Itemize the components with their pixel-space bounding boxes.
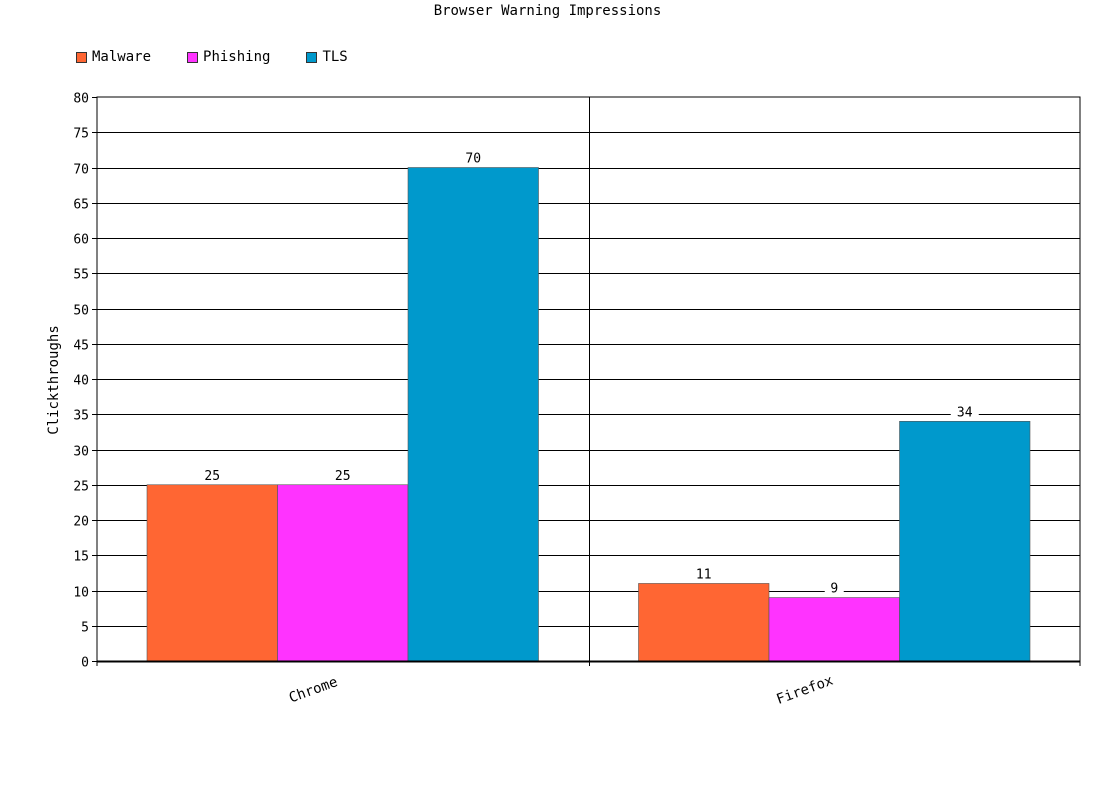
data-label-tls-chrome: 70 bbox=[465, 152, 481, 167]
y-tick-label: 45 bbox=[73, 339, 89, 354]
legend-item-malware: Malware bbox=[76, 49, 151, 65]
bar-tls-firefox bbox=[899, 420, 1031, 662]
y-tick-label: 5 bbox=[81, 621, 89, 636]
data-label-bg bbox=[950, 402, 979, 420]
y-tick-label: 25 bbox=[73, 480, 89, 495]
legend-swatch-tls bbox=[306, 51, 318, 63]
data-label-phishing-firefox: 9 bbox=[830, 582, 838, 597]
data-label-malware-chrome: 25 bbox=[204, 469, 220, 484]
data-label-bg bbox=[459, 148, 488, 166]
bar-phishing-firefox bbox=[768, 597, 900, 662]
legend-label-tls: TLS bbox=[322, 49, 348, 65]
legend-label-malware: Malware bbox=[92, 49, 152, 65]
bar-malware-chrome bbox=[146, 484, 278, 662]
x-tick-label-firefox: Firefox bbox=[774, 673, 835, 708]
data-label-bg bbox=[328, 465, 357, 483]
data-label-bg bbox=[689, 564, 718, 582]
y-tick-label: 20 bbox=[73, 515, 89, 530]
y-tick-label: 10 bbox=[73, 586, 89, 601]
legend-label-phishing: Phishing bbox=[203, 49, 271, 65]
y-tick-label: 50 bbox=[73, 304, 89, 319]
y-axis-label: Clickthroughs bbox=[46, 325, 62, 435]
legend-item-phishing: Phishing bbox=[187, 49, 270, 65]
y-tick-label: 55 bbox=[73, 268, 89, 283]
y-tick-label: 40 bbox=[73, 374, 89, 389]
y-tick-label: 70 bbox=[73, 163, 89, 178]
y-tick-label: 65 bbox=[73, 198, 89, 213]
y-tick-label: 15 bbox=[73, 550, 89, 565]
data-label-tls-firefox: 34 bbox=[957, 405, 973, 420]
y-tick-label: 0 bbox=[81, 656, 89, 671]
bars-layer bbox=[146, 167, 1031, 662]
legend: Malware Phishing TLS bbox=[76, 48, 384, 66]
data-label-phishing-chrome: 25 bbox=[335, 469, 351, 484]
bar-tls-chrome bbox=[407, 167, 539, 662]
data-label-bg bbox=[824, 578, 844, 596]
bar-phishing-chrome bbox=[277, 484, 409, 662]
data-label-malware-firefox: 11 bbox=[696, 567, 712, 582]
y-tick-label: 60 bbox=[73, 233, 89, 248]
legend-swatch-phishing bbox=[187, 51, 199, 63]
y-tick-label: 75 bbox=[73, 127, 89, 142]
legend-item-tls: TLS bbox=[306, 49, 348, 65]
y-tick-label: 35 bbox=[73, 409, 89, 424]
x-tick-label-chrome: Chrome bbox=[287, 674, 340, 706]
y-tick-label: 80 bbox=[73, 92, 89, 107]
bar-malware-firefox bbox=[638, 583, 770, 662]
labels-layer: 25 25 70 11 9 34 bbox=[198, 148, 979, 597]
chart-title: Browser Warning Impressions bbox=[433, 3, 662, 19]
y-tick-label: 30 bbox=[73, 445, 89, 460]
data-label-bg bbox=[198, 465, 227, 483]
legend-swatch-malware bbox=[76, 51, 87, 63]
